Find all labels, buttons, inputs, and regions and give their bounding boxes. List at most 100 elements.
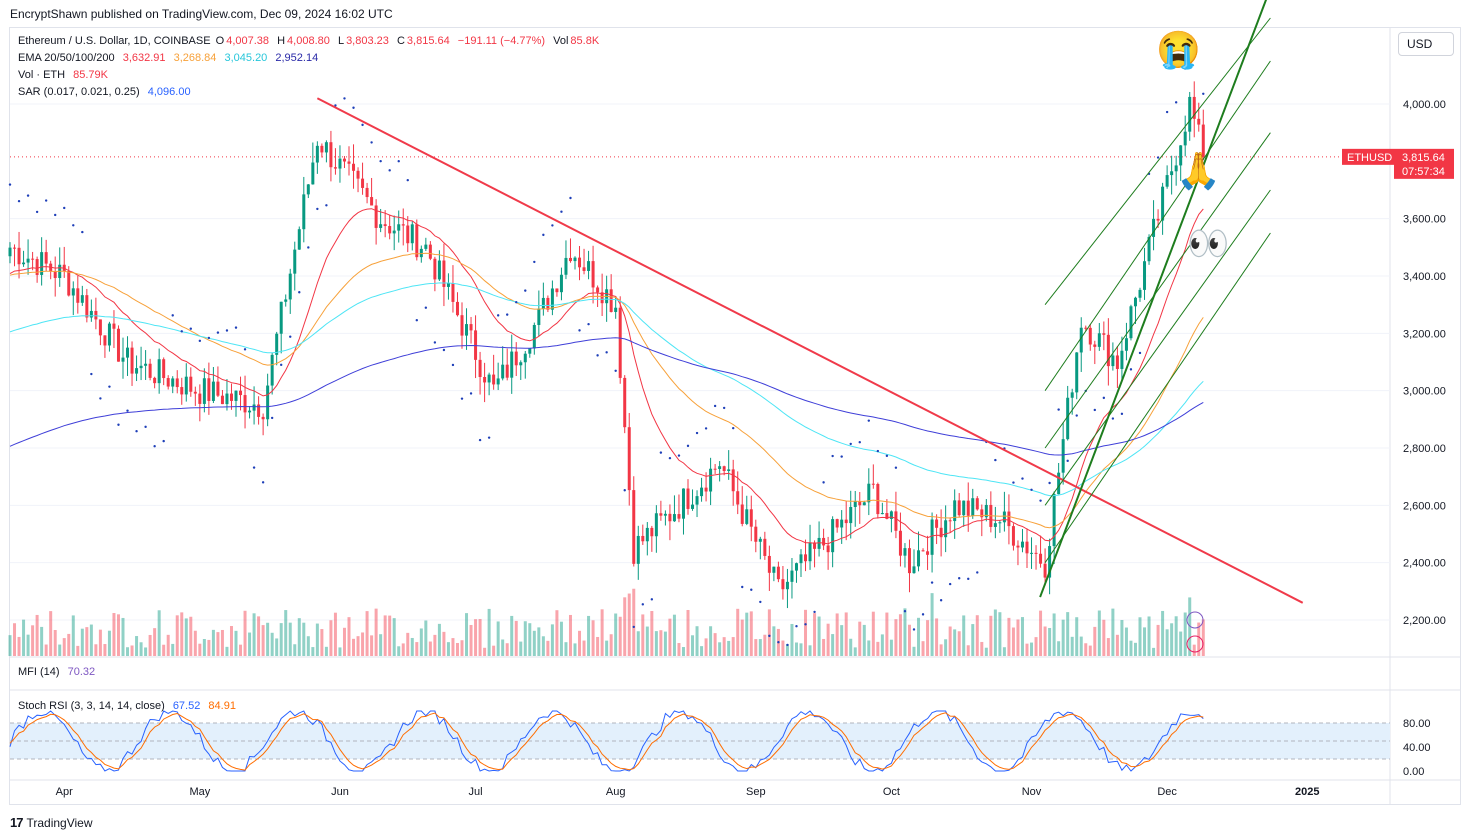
candle-body [921,550,925,552]
candle-body [1002,511,1006,523]
volume-bar [930,593,934,656]
sar-dot [1021,477,1024,480]
currency-button[interactable]: USD [1398,32,1454,56]
publisher-line: EncryptShawn published on TradingView.co… [10,7,393,21]
candle-body [130,347,134,374]
volume-bar [645,626,649,656]
volume-bar [505,643,509,656]
volume-bar [885,612,889,656]
legend-main: Ethereum / U.S. Dollar, 1D, COINBASE O 4,… [18,35,604,47]
volume-bar [189,616,193,656]
candle-body [198,393,202,404]
volume-bar [496,621,500,656]
volume-bar [1007,617,1011,656]
candle-body [248,410,252,413]
sar-dot [867,419,870,422]
volume-bar [1061,619,1065,656]
candle-body [261,416,265,420]
sar-dot [307,246,310,249]
candle-body [727,469,731,471]
candle-body [166,378,170,387]
candle-body [116,328,120,362]
volume-bar [822,638,826,656]
sar-dot [225,329,229,332]
candle-body [239,390,243,396]
candle-body [8,247,12,257]
x-tick-label: Aug [606,786,626,798]
sar-dot [171,314,174,317]
candle-body [736,491,740,505]
volume-bar [519,641,523,656]
volume-bar [1138,617,1142,656]
sar-dot [1057,408,1060,411]
legend-stoch-label: Stoch RSI (3, 3, 14, 14, close) [18,700,165,712]
candle-body [1075,352,1079,393]
volume-bar [632,588,636,656]
candle-body [297,229,301,250]
sar-dot [1111,417,1115,420]
candle-body [207,378,211,401]
volume-bar [749,611,753,656]
candle-body [1120,350,1124,369]
candle-body [1088,327,1092,345]
volume-bar [596,636,600,656]
sar-dot [876,449,880,453]
volume-bar [162,644,166,656]
volume-bar [279,623,283,656]
candle-body [71,288,75,296]
candle-body [758,538,762,542]
candle-body [767,555,771,573]
volume-bar [365,611,369,656]
sar-dot [406,178,409,182]
candle-body [67,271,71,296]
volume-bar [926,620,930,656]
volume-bar [1152,647,1156,656]
volume-bar [1097,610,1101,656]
sar-dot [1102,396,1106,400]
candle-body [107,323,111,346]
x-tick-label: 2025 [1295,786,1319,798]
sar-dot [81,230,84,234]
volume-bar [582,640,586,656]
candle-body [53,271,57,279]
legend-stoch-d: 84.91 [208,700,236,712]
legend-ema100: 3,045.20 [224,52,268,64]
sar-dot [515,301,518,304]
candle-body [487,374,491,383]
volume-bar [672,614,676,656]
sar-dot [316,207,319,211]
x-tick-label: Dec [1157,786,1177,798]
volume-bar [587,615,591,656]
volume-bar [419,628,423,656]
volume-bar [451,638,455,656]
volume-bar [80,628,84,656]
candle-body [519,362,523,366]
volume-bar [1034,637,1038,656]
candle-body [356,170,360,179]
candle-body [211,381,215,401]
candle-body [935,519,939,528]
volume-bar [1020,617,1024,656]
volume-bar [668,618,672,656]
volume-bar [49,611,53,656]
stoch-tick-label: 80.00 [1403,718,1431,730]
candle-body [1057,472,1061,495]
chart-frame[interactable] [9,27,1461,805]
candle-body [103,335,107,346]
volume-bar [1011,627,1015,656]
candle-body [582,267,586,271]
sar-dot [26,194,30,197]
volume-bar [659,630,663,656]
sar-dot [280,363,283,367]
volume-bar [691,635,695,656]
candle-body [871,483,875,485]
candle-body [799,554,803,564]
legend-open: 4,007.38 [226,35,270,47]
y-tick-label: 3,600.00 [1403,214,1446,226]
sar-dot [659,451,663,454]
tradingview-logo[interactable]: 17 TradingView [10,815,93,830]
volume-bar [650,611,654,656]
candle-body [971,498,975,516]
sar-dot [63,206,66,210]
